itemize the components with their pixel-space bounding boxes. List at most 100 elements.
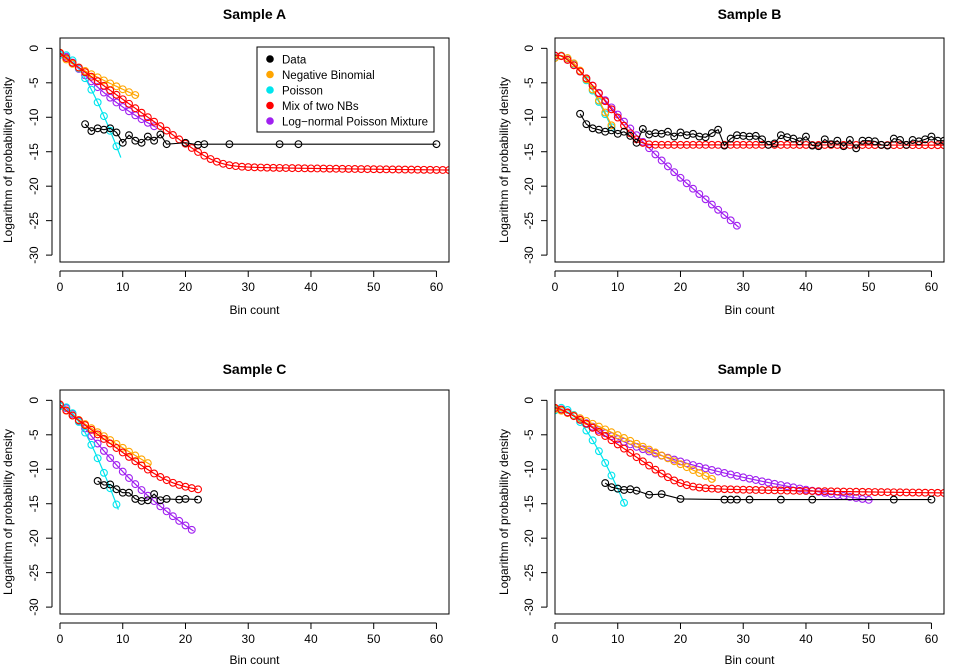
data-point (137, 108, 146, 117)
data-point (563, 55, 572, 64)
data-point (594, 427, 603, 436)
legend-box (256, 46, 435, 133)
data-point (707, 474, 716, 483)
data-point (99, 81, 108, 90)
data-point (99, 435, 108, 443)
y-tick-label: -10 (27, 460, 41, 478)
data-point (162, 126, 171, 135)
data-point (676, 494, 685, 503)
data-point (118, 85, 127, 94)
data-point (112, 98, 121, 107)
data-point (87, 72, 96, 81)
x-axis-label: Bin count (229, 653, 280, 667)
data-point (795, 137, 804, 146)
legend-item-log-normal-poisson-mixture: Log−normal Poisson Mixture (266, 117, 428, 129)
y-tick-label: -15 (27, 143, 41, 161)
data-point (902, 140, 911, 149)
data-point (118, 95, 127, 104)
data-point (81, 68, 90, 77)
data-point (150, 469, 159, 478)
data-point (720, 141, 729, 150)
data-point (827, 140, 836, 149)
data-point (99, 112, 108, 121)
x-tick-label: 20 (674, 280, 688, 294)
x-axis: 0 10 20 30 40 50 60 (57, 622, 443, 646)
data-point (733, 495, 741, 504)
plot-area (555, 51, 944, 230)
data-point (607, 436, 616, 445)
data-point (99, 468, 108, 477)
data-point (187, 143, 196, 152)
data-point (106, 124, 115, 133)
data-point (626, 131, 635, 140)
data-point (106, 86, 115, 95)
y-tick-label: -30 (522, 598, 536, 616)
y-tick-label: 0 (522, 397, 536, 404)
y-tick-label: -20 (27, 529, 41, 547)
data-point (839, 142, 848, 151)
data-point (651, 465, 660, 474)
data-point (87, 440, 96, 449)
data-point (93, 454, 102, 463)
data-point (632, 486, 641, 495)
x-tick-label: 50 (367, 632, 381, 646)
data-point (194, 485, 202, 494)
data-point (676, 460, 685, 469)
data-point (168, 131, 177, 139)
panel-sample-b: Sample B 0 10 20 30 40 50 60 Bin count 0 -5 -10 -15 -… (497, 6, 945, 317)
data-point (93, 77, 102, 86)
data-point (576, 67, 585, 76)
data-point (93, 477, 102, 485)
legend-label: Log−normal Poisson Mixture (282, 117, 428, 129)
series-data (576, 109, 944, 153)
data-point (125, 474, 133, 482)
data-point (808, 495, 817, 504)
y-tick-label: -15 (522, 495, 536, 513)
plot-frame (59, 37, 450, 263)
series-mix-of-two-nbs (60, 49, 449, 174)
data-point (663, 473, 672, 482)
plot-area (555, 403, 944, 507)
data-point (62, 406, 71, 415)
series-mix-of-two-nbs (60, 400, 202, 494)
data-point (751, 131, 760, 140)
y-tick-label: -20 (522, 529, 536, 547)
data-point (657, 451, 666, 460)
y-tick-label: -25 (27, 212, 41, 230)
data-point (663, 454, 672, 463)
series-data (601, 479, 936, 504)
y-tick-label: -30 (27, 246, 41, 264)
y-tick-label: -15 (522, 143, 536, 161)
y-axis: 0 -5 -10 -15 -20 -25 -30 (522, 45, 548, 264)
data-point (927, 132, 936, 141)
data-point (601, 97, 610, 106)
data-point (181, 494, 190, 503)
x-tick-label: 30 (242, 632, 256, 646)
data-point (632, 439, 641, 448)
legend-marker (266, 70, 274, 79)
data-point (789, 134, 798, 143)
data-point (125, 452, 133, 461)
x-tick-label: 50 (367, 280, 381, 294)
data-point (81, 120, 90, 129)
data-point (112, 142, 121, 151)
y-tick-label: -5 (522, 77, 536, 88)
data-point (601, 458, 610, 467)
x-tick-label: 10 (611, 280, 625, 294)
data-point (432, 140, 441, 149)
data-point (720, 211, 729, 219)
legend-marker (266, 101, 274, 110)
x-tick-label: 20 (179, 280, 193, 294)
data-point (125, 488, 133, 497)
y-tick-label: -10 (522, 108, 536, 126)
data-point (112, 128, 121, 137)
series-line (84, 123, 437, 146)
data-point (194, 495, 202, 504)
data-point (143, 132, 152, 141)
plot-area (60, 400, 202, 534)
x-tick-label: 0 (57, 632, 64, 646)
series-line (60, 53, 122, 158)
data-point (620, 127, 628, 136)
x-tick-label: 50 (862, 632, 876, 646)
x-axis: 0 10 20 30 40 50 60 (552, 622, 938, 646)
